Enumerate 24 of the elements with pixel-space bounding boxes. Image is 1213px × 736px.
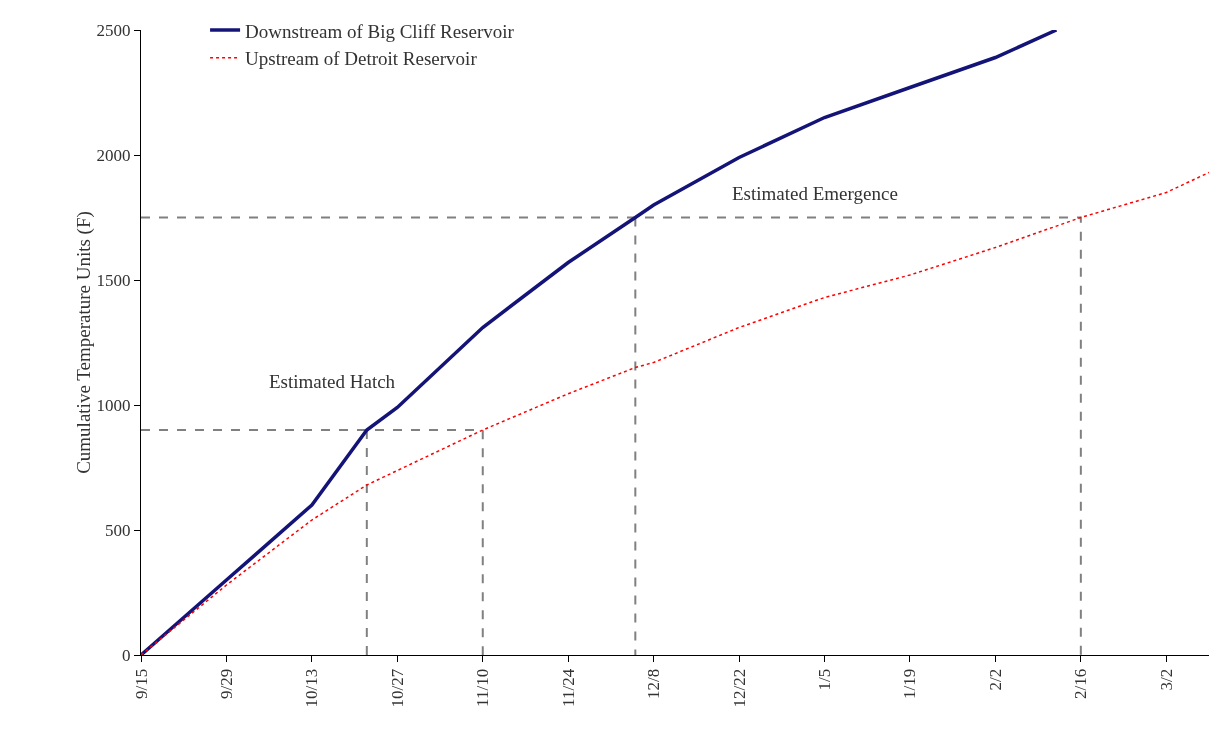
x-tick-label: 9/15	[131, 668, 151, 700]
x-tick-label: 12/8	[644, 668, 664, 700]
x-tick-label: 2/16	[1071, 668, 1091, 700]
legend-label: Upstream of Detroit Reservoir	[245, 48, 478, 70]
x-tick-label: 11/10	[473, 668, 493, 707]
x-tick-label: 10/27	[387, 668, 407, 708]
y-tick-label: 0	[122, 645, 131, 665]
y-tick-label: 500	[105, 520, 131, 540]
legend-label: Downstream of Big Cliff Reservoir	[245, 20, 515, 42]
x-tick-label: 11/24	[558, 668, 578, 707]
x-tick-label: 2/2	[985, 668, 1005, 691]
x-tick-label: 1/19	[900, 668, 920, 700]
annotation: Estimated Hatch	[269, 371, 396, 392]
y-axis-title: Cumulative Temperature Units (F)	[72, 211, 95, 474]
annotation: Estimated Emergence	[732, 183, 898, 204]
x-tick-label: 12/22	[729, 668, 749, 708]
y-tick-label: 2500	[96, 20, 131, 40]
x-tick-label: 9/29	[216, 668, 236, 700]
x-tick-label: 10/13	[302, 668, 322, 708]
y-tick-label: 1000	[96, 395, 131, 415]
x-tick-label: 1/5	[815, 668, 835, 691]
x-tick-label: 3/2	[1156, 668, 1176, 691]
y-tick-label: 2000	[96, 145, 131, 165]
y-tick-label: 1500	[96, 270, 131, 290]
